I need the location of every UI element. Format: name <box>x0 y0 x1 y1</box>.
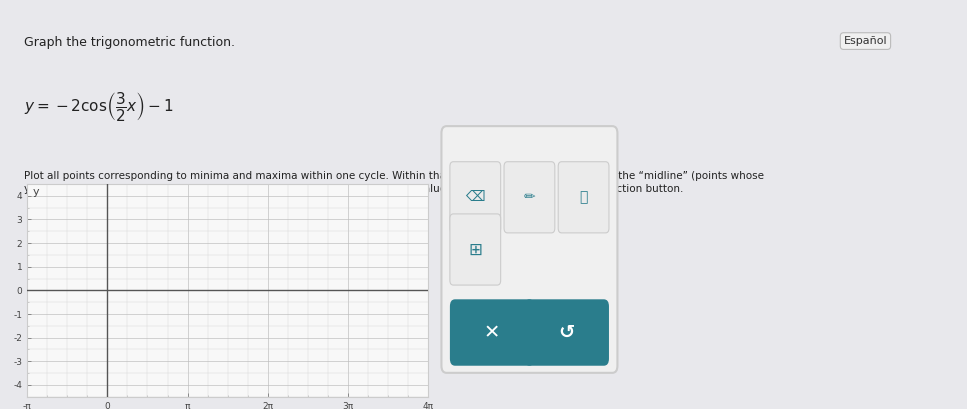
Text: ⌫: ⌫ <box>465 190 485 204</box>
FancyBboxPatch shape <box>441 126 617 373</box>
FancyBboxPatch shape <box>524 299 609 366</box>
Text: y: y <box>33 187 40 197</box>
Text: ✏: ✏ <box>523 190 536 204</box>
Text: Plot all points corresponding to minima and maxima within one cycle. Within that: Plot all points corresponding to minima … <box>24 171 764 194</box>
FancyBboxPatch shape <box>558 162 609 233</box>
Text: ⌒: ⌒ <box>579 190 588 204</box>
Text: ✕: ✕ <box>484 323 500 342</box>
Text: ↺: ↺ <box>559 323 574 342</box>
Text: ⊞: ⊞ <box>468 240 483 258</box>
FancyBboxPatch shape <box>450 299 535 366</box>
FancyBboxPatch shape <box>450 162 501 233</box>
Text: $y=-2\cos\!\left(\dfrac{3}{2}x\right)-1$: $y=-2\cos\!\left(\dfrac{3}{2}x\right)-1$ <box>24 90 174 123</box>
Text: Español: Español <box>843 36 888 46</box>
FancyBboxPatch shape <box>504 162 555 233</box>
Text: Graph the trigonometric function.: Graph the trigonometric function. <box>24 36 235 49</box>
FancyBboxPatch shape <box>450 214 501 285</box>
